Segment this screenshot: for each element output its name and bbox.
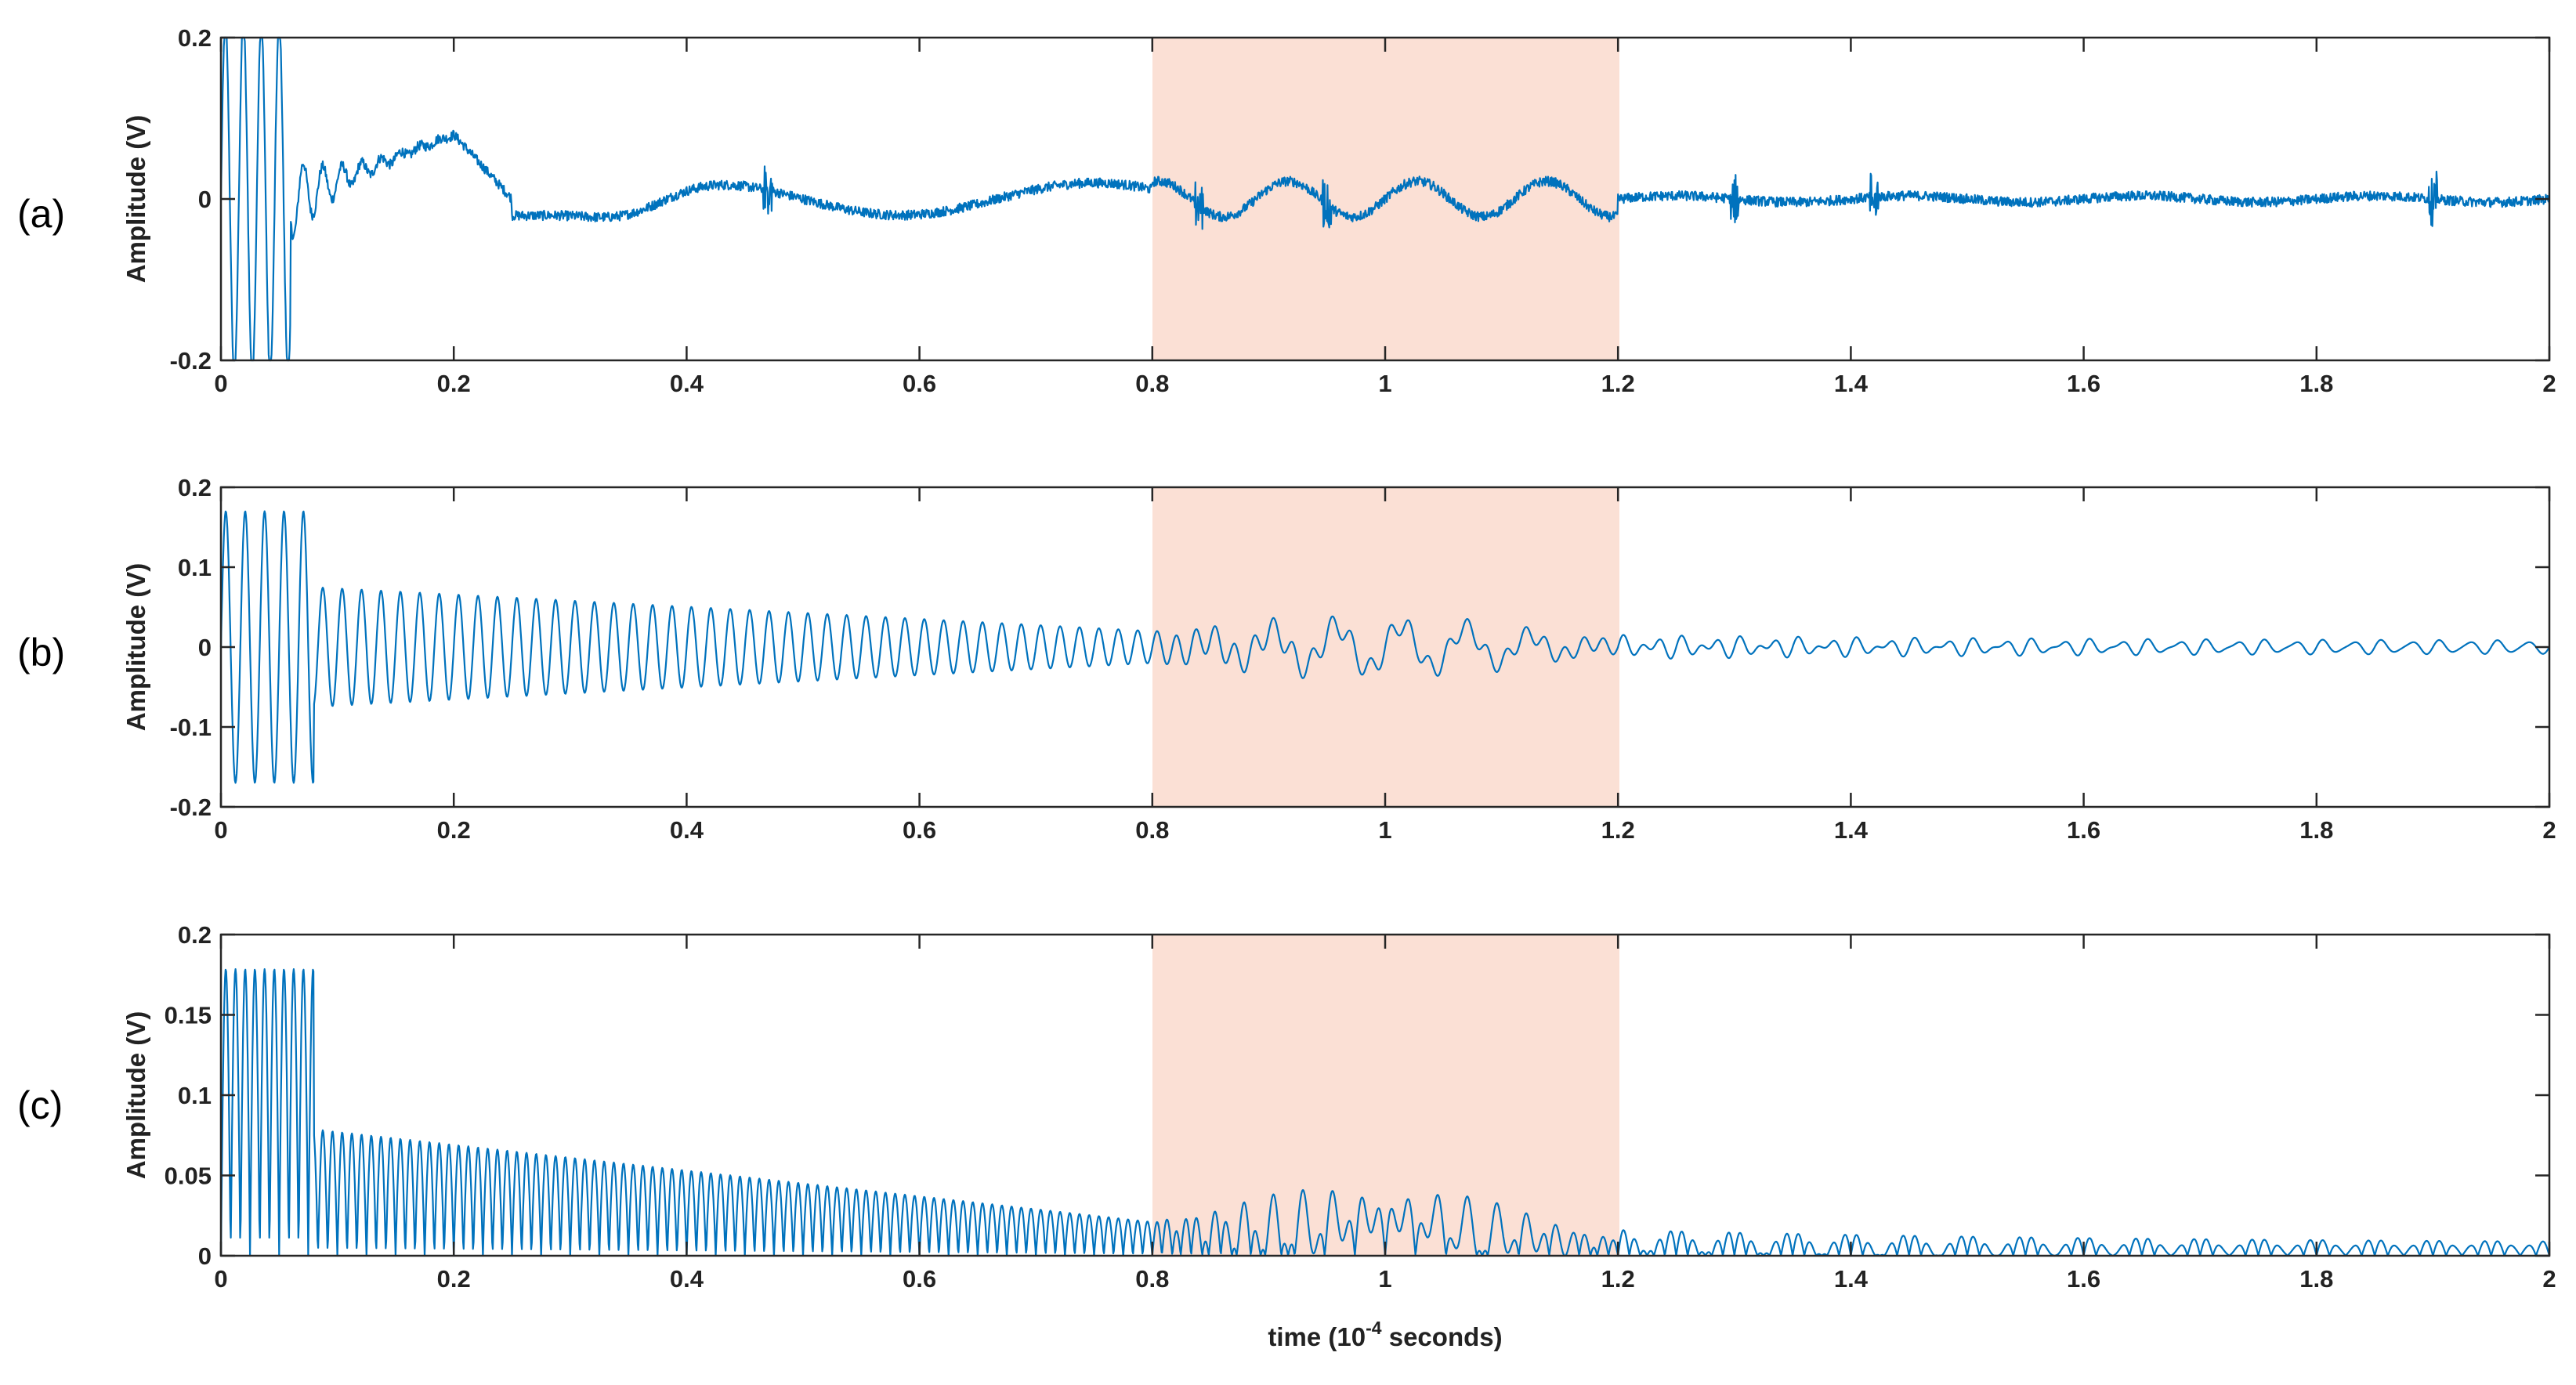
x-axis-title-exponent: -4	[1366, 1318, 1382, 1338]
highlight-region-c	[1152, 935, 1619, 1256]
x-tick-label: 1.6	[2067, 1265, 2100, 1293]
x-tick-label: 0.4	[670, 370, 704, 397]
y-tick-label: 0	[198, 186, 212, 213]
panel-b: 0 0.2 0.4 0.6 0.8 1 1.2 1.4 1.6 1.8 2 -0.2 -0.1 0 0.1…	[17, 474, 2556, 844]
x-tick-label: 0.8	[1135, 816, 1169, 844]
x-tick-label: 0.4	[670, 1265, 704, 1293]
x-tick-label: 0	[214, 1265, 227, 1293]
x-tick-label: 1.2	[1601, 1265, 1635, 1293]
panel-c: 0 0.2 0.4 0.6 0.8 1 1.2 1.4 1.6 1.8 2 0 0.05 0.1 0.15…	[17, 921, 2556, 1351]
x-tick-label: 2	[2542, 816, 2556, 844]
x-tick-label: 1.2	[1601, 816, 1635, 844]
x-tick-label: 1	[1378, 370, 1391, 397]
x-tick-label: 1.4	[1834, 370, 1869, 397]
y-axis-title-a: Amplitude (V)	[121, 115, 150, 283]
panel-label-b: (b)	[17, 631, 65, 674]
y-tick-label: -0.1	[170, 714, 212, 741]
y-ticks-a: -0.2 0 0.2	[170, 24, 2549, 374]
y-ticks-b: -0.2 -0.1 0 0.1 0.2	[170, 474, 2549, 821]
y-tick-label: 0	[198, 634, 212, 661]
x-tick-label: 0.6	[903, 370, 936, 397]
y-tick-label: 0.1	[178, 1082, 212, 1109]
y-tick-label: 0.15	[165, 1002, 212, 1029]
y-axis-title-b: Amplitude (V)	[121, 563, 150, 731]
y-tick-label: 0.2	[178, 921, 212, 949]
y-tick-label: 0.2	[178, 474, 212, 501]
panel-label-c: (c)	[17, 1083, 63, 1127]
x-ticks-c: 0 0.2 0.4 0.6 0.8 1 1.2 1.4 1.6 1.8 2	[214, 935, 2556, 1293]
x-tick-label: 1.2	[1601, 370, 1635, 397]
y-tick-label: 0.1	[178, 554, 212, 581]
y-axis-title-c: Amplitude (V)	[121, 1011, 150, 1179]
x-tick-label: 2	[2542, 1265, 2556, 1293]
x-tick-label: 0	[214, 370, 227, 397]
x-tick-label: 0.2	[437, 370, 471, 397]
x-ticks-b: 0 0.2 0.4 0.6 0.8 1 1.2 1.4 1.6 1.8 2	[214, 487, 2556, 844]
x-tick-label: 0.6	[903, 816, 936, 844]
x-axis-title: time (10-4 seconds)	[1268, 1318, 1502, 1351]
y-tick-label: -0.2	[170, 347, 212, 374]
x-tick-label: 1	[1378, 816, 1391, 844]
y-tick-label: 0.2	[178, 24, 212, 52]
y-tick-label: -0.2	[170, 794, 212, 821]
x-tick-label: 0.8	[1135, 1265, 1169, 1293]
x-axis-title-tail: seconds)	[1382, 1322, 1503, 1351]
x-tick-label: 2	[2542, 370, 2556, 397]
x-tick-label: 0.2	[437, 816, 471, 844]
x-tick-label: 1.8	[2299, 370, 2333, 397]
panel-label-a: (a)	[17, 192, 65, 236]
y-tick-label: 0	[198, 1242, 212, 1270]
x-tick-label: 1.6	[2067, 816, 2100, 844]
x-tick-label: 0.6	[903, 1265, 936, 1293]
x-tick-label: 0	[214, 816, 227, 844]
y-tick-label: 0.05	[165, 1163, 212, 1190]
x-tick-label: 0.4	[670, 816, 704, 844]
x-axis-title-main: time (10	[1268, 1322, 1366, 1351]
series-line-a	[219, 36, 2551, 362]
x-tick-label: 1.6	[2067, 370, 2100, 397]
panel-a: 0 0.2 0.4 0.6 0.8 1 1.2 1.4 1.6 1.8 2 -0.200.2 Amp…	[17, 24, 2556, 397]
x-tick-label: 1.8	[2299, 816, 2333, 844]
x-tick-label: 1.8	[2299, 1265, 2333, 1293]
x-tick-label: 0.2	[437, 1265, 471, 1293]
y-ticks-c: 0 0.05 0.1 0.15 0.2	[165, 921, 2549, 1270]
x-tick-label: 1	[1378, 1265, 1391, 1293]
x-tick-label: 1.4	[1834, 1265, 1869, 1293]
x-ticks-a: 0 0.2 0.4 0.6 0.8 1 1.2 1.4 1.6 1.8 2	[214, 38, 2556, 397]
x-tick-label: 1.4	[1834, 816, 1869, 844]
x-tick-label: 0.8	[1135, 370, 1169, 397]
series-line-b	[219, 510, 2550, 784]
